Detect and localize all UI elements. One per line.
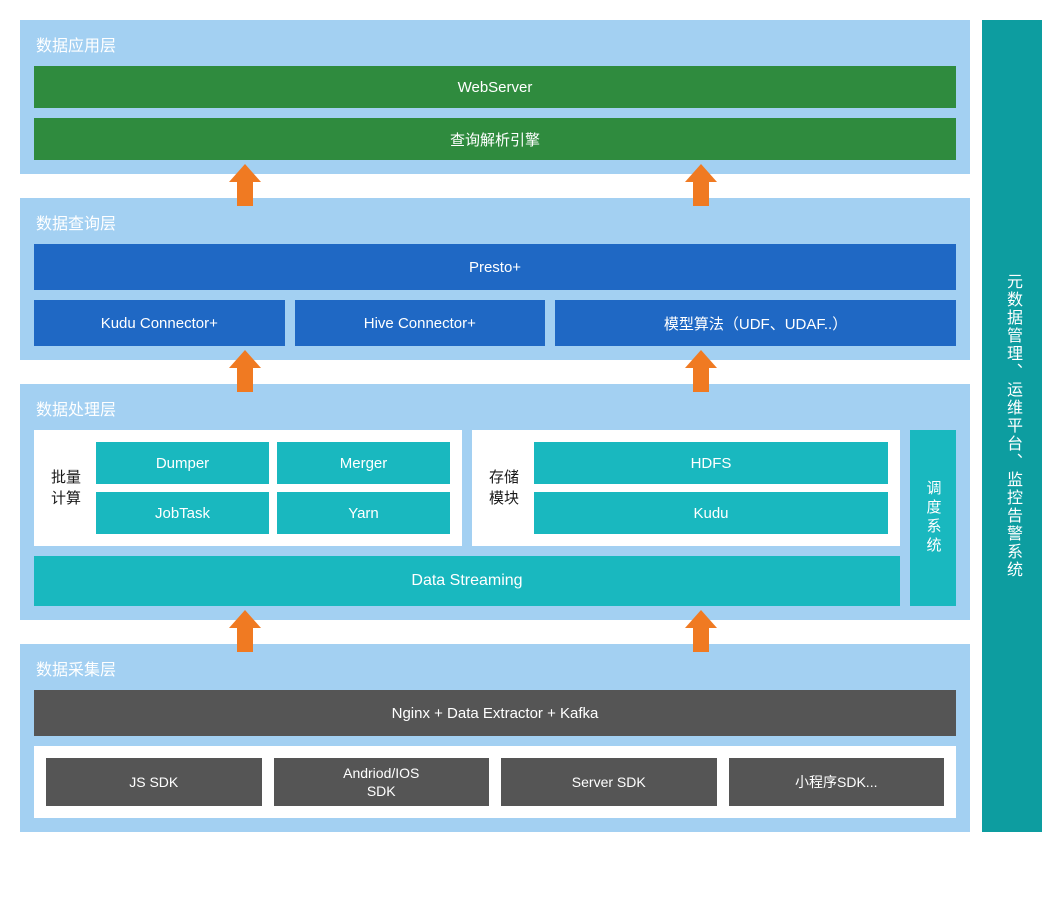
layer-app: 数据应用层 WebServer 查询解析引擎 (20, 20, 970, 174)
arrows-app-query (20, 168, 970, 204)
architecture-diagram: 数据应用层 WebServer 查询解析引擎 数据查询层 Presto+ Kud… (20, 20, 1042, 832)
layer-query-body: Presto+ Kudu Connector+ Hive Connector+ … (34, 244, 956, 346)
batch-grid: Dumper Merger JobTask Yarn (96, 442, 450, 534)
layer-process: 数据处理层 批量 计算 Dumper Merger JobTask Yarn (20, 384, 970, 620)
box-dumper: Dumper (96, 442, 269, 484)
box-kudu-connector: Kudu Connector+ (34, 300, 285, 346)
arrows-process-collect (20, 614, 970, 650)
arrow-up-icon (229, 164, 261, 206)
arrow-up-icon (685, 350, 717, 392)
arrows-query-process (20, 354, 970, 390)
card-storage: 存储 模块 HDFS Kudu (472, 430, 900, 546)
box-kudu: Kudu (534, 492, 888, 534)
layer-collect: 数据采集层 Nginx + Data Extractor + Kafka JS … (20, 644, 970, 832)
box-scheduler: 调度系统 (910, 430, 956, 606)
query-connectors-row: Kudu Connector+ Hive Connector+ 模型算法（UDF… (34, 300, 956, 346)
sdk-row: JS SDK Andriod/IOS SDK Server SDK 小程序SDK… (34, 746, 956, 818)
side-column: 元数据管理、运维平台、监控告警系统 (982, 20, 1042, 832)
box-mobile-sdk: Andriod/IOS SDK (274, 758, 490, 806)
arrow-up-icon (685, 164, 717, 206)
box-query-engine: 查询解析引擎 (34, 118, 956, 160)
box-miniprogram-sdk: 小程序SDK... (729, 758, 945, 806)
process-top-row: 批量 计算 Dumper Merger JobTask Yarn 存储 模块 (34, 430, 956, 606)
box-data-streaming: Data Streaming (34, 556, 900, 606)
box-server-sdk: Server SDK (501, 758, 717, 806)
box-jobtask: JobTask (96, 492, 269, 534)
layer-process-title: 数据处理层 (34, 396, 956, 420)
box-presto: Presto+ (34, 244, 956, 290)
box-udf: 模型算法（UDF、UDAF..） (555, 300, 956, 346)
layer-collect-title: 数据采集层 (34, 656, 956, 680)
box-hive-connector: Hive Connector+ (295, 300, 546, 346)
box-js-sdk: JS SDK (46, 758, 262, 806)
storage-grid: HDFS Kudu (534, 442, 888, 534)
box-pipeline: Nginx + Data Extractor + Kafka (34, 690, 956, 736)
arrow-up-icon (229, 610, 261, 652)
box-hdfs: HDFS (534, 442, 888, 484)
box-yarn: Yarn (277, 492, 450, 534)
layer-query: 数据查询层 Presto+ Kudu Connector+ Hive Conne… (20, 198, 970, 360)
layer-collect-body: Nginx + Data Extractor + Kafka JS SDK An… (34, 690, 956, 818)
layer-app-body: WebServer 查询解析引擎 (34, 66, 956, 160)
label-storage: 存储 模块 (484, 467, 524, 509)
arrow-up-icon (685, 610, 717, 652)
arrow-up-icon (229, 350, 261, 392)
main-column: 数据应用层 WebServer 查询解析引擎 数据查询层 Presto+ Kud… (20, 20, 970, 832)
label-batch: 批量 计算 (46, 467, 86, 509)
layer-query-title: 数据查询层 (34, 210, 956, 234)
card-batch: 批量 计算 Dumper Merger JobTask Yarn (34, 430, 462, 546)
layer-app-title: 数据应用层 (34, 32, 956, 56)
box-webserver: WebServer (34, 66, 956, 108)
box-merger: Merger (277, 442, 450, 484)
